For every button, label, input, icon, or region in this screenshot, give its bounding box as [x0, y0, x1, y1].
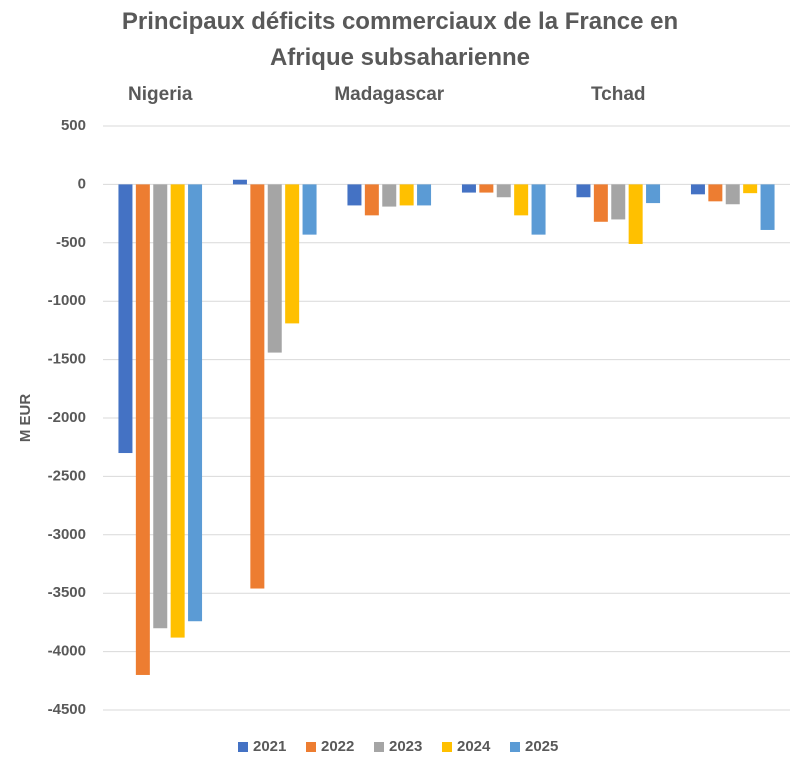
y-tick-label: -1500 — [48, 351, 86, 368]
legend-swatch — [442, 742, 452, 752]
bar — [232, 179, 247, 185]
y-tick-label: -4000 — [48, 643, 86, 660]
category-label: Tchad — [591, 84, 646, 105]
bar — [461, 184, 476, 193]
y-tick-label: -1000 — [48, 292, 86, 309]
bar — [576, 184, 591, 198]
bar — [531, 184, 546, 235]
legend-swatch — [238, 742, 248, 752]
bar — [382, 184, 397, 207]
y-tick-label: -3000 — [48, 526, 86, 543]
bar — [725, 184, 740, 205]
bar — [250, 184, 265, 589]
y-axis-label: M EUR — [17, 394, 34, 443]
bar — [170, 184, 185, 638]
bar — [285, 184, 300, 324]
legend-swatch — [374, 742, 384, 752]
y-tick-label: -3500 — [48, 584, 86, 601]
category-label: Madagascar — [334, 84, 444, 105]
y-tick-label: -2000 — [48, 409, 86, 426]
bar — [153, 184, 168, 629]
bar — [347, 184, 362, 206]
bar — [743, 184, 758, 194]
bar — [514, 184, 529, 216]
bar — [399, 184, 414, 206]
y-tick-label: -2500 — [48, 467, 86, 484]
bar — [135, 184, 150, 675]
y-tick-label: -500 — [56, 234, 86, 251]
legend-label: 2023 — [389, 738, 422, 755]
legend-swatch — [306, 742, 316, 752]
bar — [479, 184, 494, 193]
legend-swatch — [510, 742, 520, 752]
bar — [267, 184, 282, 353]
bar — [364, 184, 379, 216]
y-tick-label: 0 — [78, 175, 86, 192]
chart-title: Principaux déficits commerciaux de la Fr… — [121, 8, 679, 71]
bar — [417, 184, 432, 206]
bar — [760, 184, 775, 230]
bar — [646, 184, 661, 204]
bar — [496, 184, 511, 198]
bar — [708, 184, 723, 202]
legend-label: 2021 — [253, 738, 286, 755]
bar — [593, 184, 608, 222]
y-tick-label: 500 — [61, 117, 86, 134]
legend-label: 2022 — [321, 738, 354, 755]
bar — [118, 184, 133, 454]
bar — [628, 184, 643, 244]
y-tick-label: -4500 — [48, 701, 86, 718]
bar — [690, 184, 705, 195]
category-label: Nigeria — [128, 84, 193, 105]
legend-label: 2024 — [457, 738, 491, 755]
bar — [302, 184, 317, 235]
bar — [611, 184, 626, 220]
bar — [188, 184, 203, 622]
legend-label: 2025 — [525, 738, 558, 755]
